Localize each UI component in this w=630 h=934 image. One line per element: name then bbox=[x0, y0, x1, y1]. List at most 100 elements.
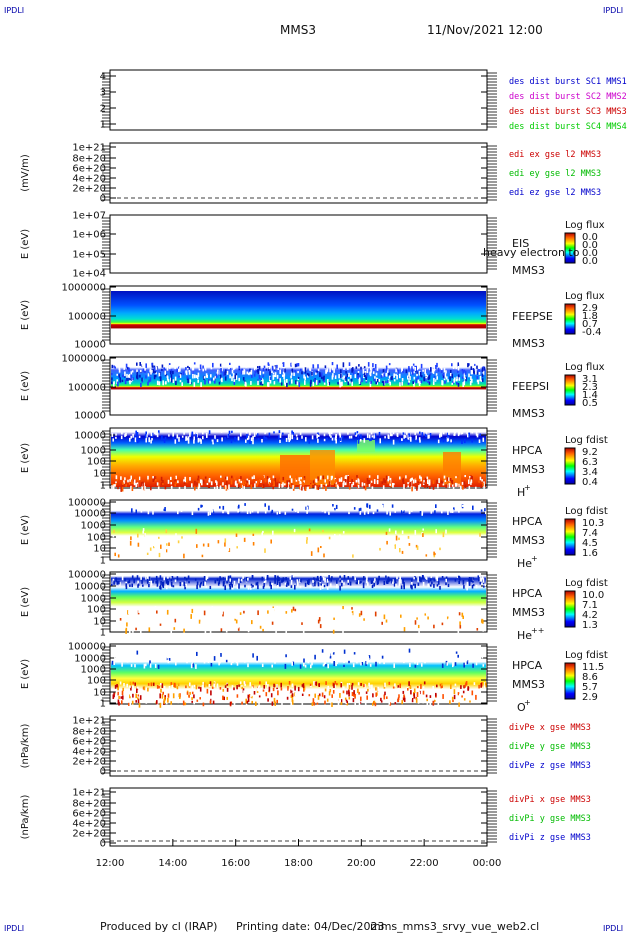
heplus-speckle-bottom bbox=[336, 541, 338, 545]
feepsi-speckle bbox=[196, 375, 199, 380]
corner-label-top-left: IPDLI bbox=[4, 6, 24, 15]
hplus-speckle-top bbox=[357, 439, 360, 444]
feepsi-speckle bbox=[257, 380, 259, 386]
oplus-speckle-bottom bbox=[121, 700, 123, 705]
hepp-speckle-top bbox=[118, 580, 120, 585]
feepsi-speckle bbox=[296, 363, 298, 366]
hepp-speckle-bottom bbox=[213, 621, 215, 626]
panel7-ytick-label: 100 bbox=[87, 533, 106, 544]
hepp-speckle-top bbox=[194, 578, 197, 581]
panel6-ylabel: E (eV) bbox=[20, 443, 31, 473]
hepp-speckle-bottom bbox=[136, 606, 138, 611]
hplus-speckle-bottom bbox=[464, 484, 467, 489]
hepp-speckle-bottom bbox=[210, 628, 213, 632]
feepsi-speckle bbox=[440, 366, 443, 371]
hepp-speckle-top bbox=[429, 576, 432, 582]
hplus-speckle-top bbox=[164, 436, 167, 440]
feepsi-speckle bbox=[463, 373, 466, 379]
panel-2-frame bbox=[109, 142, 488, 204]
feepsi-speckle bbox=[282, 374, 284, 377]
oplus-speckle-bottom bbox=[153, 700, 156, 704]
oplus-speckle-top bbox=[289, 649, 291, 653]
heplus-speckle-top bbox=[179, 504, 181, 508]
panel3-colorbar-tick: 0.0 bbox=[582, 240, 598, 251]
hplus-speckle-bottom bbox=[202, 479, 205, 484]
heplus-speckle-bottom bbox=[388, 528, 391, 532]
panel2-ytick-label: 0 bbox=[100, 194, 106, 205]
hepp-speckle-top bbox=[188, 581, 190, 584]
panel8-ytick-label: 10 bbox=[93, 617, 106, 628]
oplus-speckle-bottom bbox=[301, 693, 304, 697]
hepp-speckle-top bbox=[349, 581, 352, 586]
oplus-speckle-bottom bbox=[302, 683, 305, 689]
heplus-speckle-bottom bbox=[173, 544, 176, 547]
hepp-speckle-top bbox=[468, 581, 471, 586]
hplus-speckle-top bbox=[178, 436, 180, 442]
hepp-speckle-top bbox=[336, 579, 338, 584]
heplus-speckle-bottom bbox=[257, 550, 259, 553]
feepsi-speckle bbox=[385, 369, 388, 374]
oplus-speckle-bottom bbox=[334, 681, 337, 684]
panel6-colorbar-tick: 9.2 bbox=[582, 447, 598, 458]
hplus-speckle-bottom bbox=[322, 475, 325, 480]
hepp-speckle-top bbox=[324, 577, 326, 583]
hepp-speckle-bottom bbox=[439, 614, 441, 620]
oplus-speckle-bottom bbox=[261, 692, 263, 695]
feepsi-speckle bbox=[288, 381, 291, 385]
hepp-speckle-bottom bbox=[234, 616, 237, 619]
oplus-speckle-bottom bbox=[366, 695, 368, 700]
oplus-speckle-bottom bbox=[286, 696, 289, 700]
panel5-instrument-label: FEEPSI bbox=[512, 380, 549, 393]
panel9-colorbar-tick: 11.5 bbox=[582, 662, 604, 673]
oplus-speckle-top bbox=[324, 659, 326, 664]
oplus-speckle-bottom bbox=[258, 695, 261, 698]
hepp-speckle-top bbox=[145, 576, 147, 580]
hepp-speckle-top bbox=[136, 575, 139, 579]
feepsi-speckle bbox=[213, 377, 215, 381]
hepp-speckle-top bbox=[181, 582, 184, 585]
oplus-speckle-bottom bbox=[280, 682, 282, 688]
hepp-speckle-top bbox=[214, 580, 217, 584]
oplus-speckle-bottom bbox=[365, 691, 368, 694]
heplus-speckle-top bbox=[324, 509, 326, 514]
oplus-speckle-bottom bbox=[137, 697, 139, 700]
hplus-speckle-top bbox=[392, 439, 395, 445]
hplus-speckle-bottom bbox=[459, 483, 462, 488]
hplus-speckle-top bbox=[471, 430, 473, 434]
oplus-speckle-bottom bbox=[354, 693, 356, 699]
panel2-legend-entry: edi ex gse l2 MMS3 bbox=[509, 150, 601, 160]
panel6-species-label: H bbox=[517, 486, 525, 499]
hepp-speckle-top bbox=[160, 581, 162, 586]
hplus-speckle-bottom bbox=[183, 481, 186, 485]
oplus-speckle-bottom bbox=[353, 692, 355, 697]
feepsi-speckle bbox=[456, 376, 458, 381]
heplus-speckle-bottom bbox=[135, 545, 138, 549]
oplus-speckle-bottom bbox=[161, 702, 163, 705]
panel6-colorbar-tick: 0.4 bbox=[582, 477, 598, 488]
feepsi-speckle bbox=[435, 365, 437, 370]
feepsi-speckle bbox=[170, 378, 173, 383]
hplus-speckle-bottom bbox=[344, 480, 347, 486]
hplus-speckle-top bbox=[195, 434, 198, 438]
feepsi-speckle bbox=[233, 381, 236, 385]
oplus-speckle-bottom bbox=[294, 692, 297, 696]
hplus-speckle-bottom bbox=[286, 480, 288, 484]
hepp-speckle-bottom bbox=[414, 620, 417, 625]
hepp-speckle-bottom bbox=[401, 611, 403, 615]
hepp-speckle-bottom bbox=[135, 627, 137, 631]
hplus-speckle-bottom bbox=[157, 486, 160, 491]
feepsi-speckle bbox=[159, 376, 162, 382]
heplus-speckle-top bbox=[485, 510, 487, 515]
hepp-speckle-top bbox=[414, 576, 416, 579]
feepsi-speckle bbox=[461, 369, 464, 372]
heplus-speckle-bottom bbox=[414, 530, 417, 536]
hepp-speckle-bottom bbox=[441, 622, 444, 626]
hplus-speckle-top bbox=[115, 436, 117, 439]
hepp-speckle-top bbox=[479, 581, 482, 585]
hplus-speckle-top bbox=[289, 431, 291, 435]
hepp-speckle-top bbox=[355, 582, 358, 585]
oplus-speckle-bottom bbox=[384, 691, 386, 696]
feepsi-speckle bbox=[158, 372, 161, 377]
hepp-speckle-bottom bbox=[387, 609, 390, 612]
oplus-speckle-top bbox=[361, 654, 364, 658]
